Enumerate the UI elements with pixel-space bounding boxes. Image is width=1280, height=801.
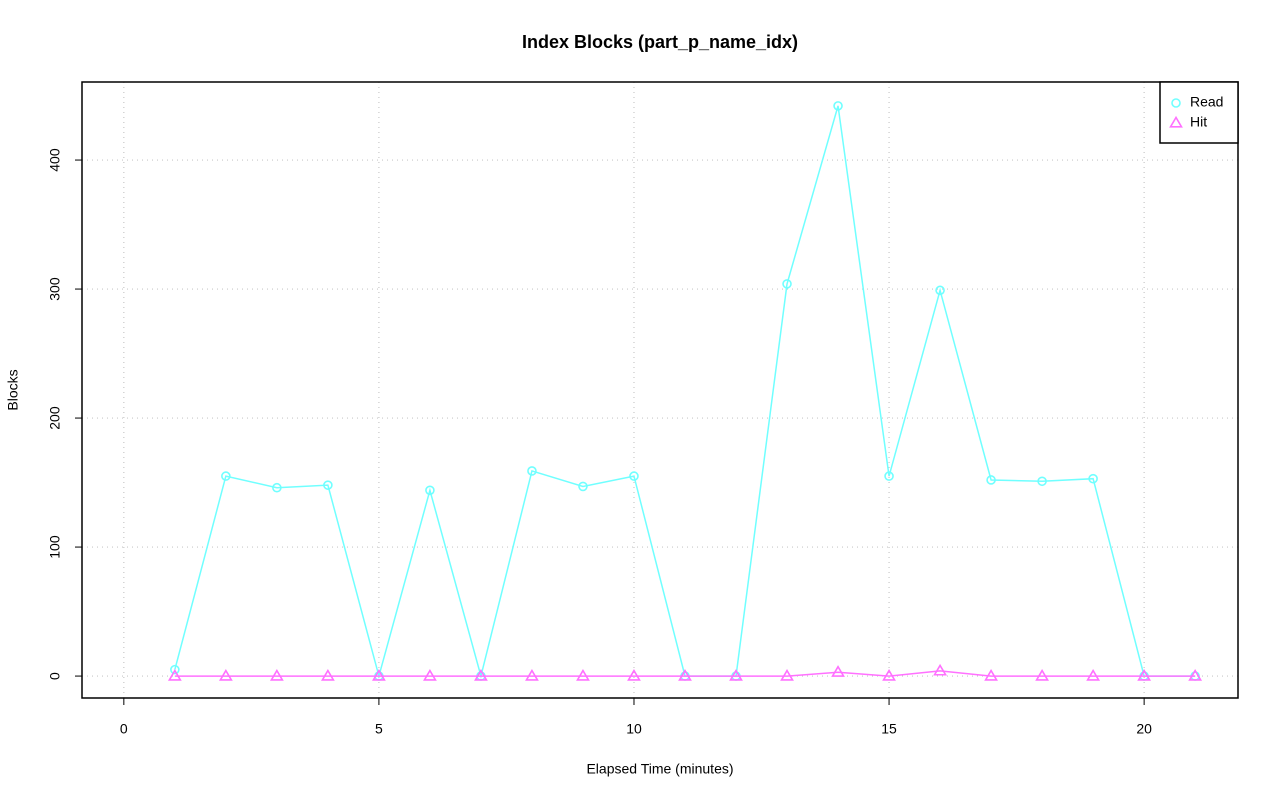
y-tick-label: 0	[47, 672, 63, 680]
data-point	[1188, 668, 1203, 681]
data-point	[167, 668, 182, 681]
data-point	[935, 285, 945, 296]
data-point	[320, 668, 335, 681]
data-point	[678, 668, 692, 681]
x-tick-label: 10	[626, 721, 642, 737]
data-point	[1088, 473, 1098, 484]
data-point	[629, 471, 639, 481]
legend-label: Hit	[1190, 114, 1207, 130]
y-tick-label: 300	[47, 277, 63, 301]
data-point	[578, 481, 588, 492]
data-point	[323, 480, 333, 490]
data-point	[218, 668, 233, 681]
chart-title: Index Blocks (part_p_name_idx)	[522, 32, 798, 52]
legend-label: Read	[1190, 94, 1223, 110]
data-point	[882, 668, 896, 681]
data-point	[833, 101, 843, 111]
data-point	[782, 279, 792, 289]
x-tick-label: 15	[881, 721, 897, 737]
data-point	[1035, 668, 1050, 681]
data-point	[425, 485, 435, 496]
data-point	[1137, 668, 1152, 681]
data-point	[627, 668, 641, 681]
data-point	[1037, 476, 1047, 487]
y-tick-label: 400	[47, 148, 63, 172]
x-axis-label: Elapsed Time (minutes)	[586, 761, 733, 777]
data-point	[474, 668, 488, 681]
data-point	[933, 663, 947, 676]
data-point	[780, 668, 794, 681]
data-point	[576, 668, 590, 681]
x-tick-label: 5	[375, 721, 383, 737]
x-tick-label: 20	[1136, 721, 1152, 737]
legend-marker	[1169, 115, 1183, 128]
data-point	[221, 471, 231, 481]
y-tick-label: 200	[47, 406, 63, 430]
legend-marker	[1171, 98, 1181, 108]
data-point	[884, 471, 894, 481]
y-axis-label: Blocks	[5, 369, 21, 410]
data-point	[372, 668, 386, 681]
y-tick-label: 100	[47, 535, 63, 559]
data-point	[984, 668, 998, 681]
data-point	[831, 665, 845, 677]
series-line	[174, 105, 1196, 680]
data-point	[527, 466, 537, 476]
data-point	[269, 668, 284, 681]
legend-box	[1159, 81, 1239, 144]
data-point	[170, 664, 180, 675]
x-tick-label: 0	[120, 721, 128, 737]
data-point	[1086, 668, 1101, 681]
plot-frame	[81, 81, 1239, 699]
data-point	[272, 482, 282, 493]
series-line	[174, 670, 1196, 677]
data-point	[729, 668, 743, 681]
data-point	[525, 668, 539, 681]
data-point	[423, 668, 437, 681]
data-point	[986, 475, 996, 485]
